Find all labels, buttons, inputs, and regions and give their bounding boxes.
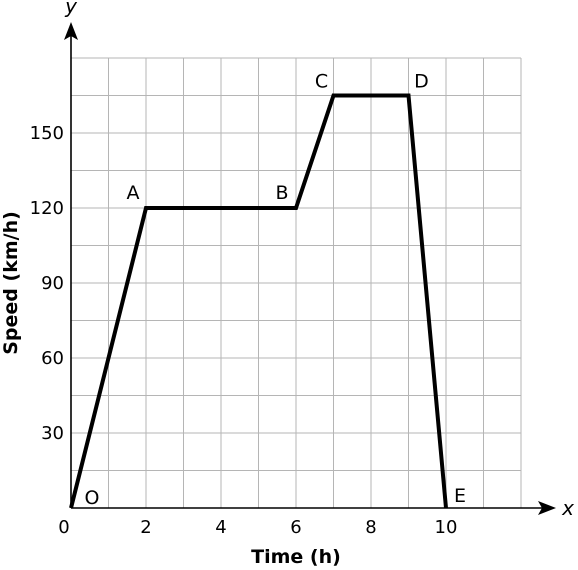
x-tick-label: 4 [215, 517, 226, 538]
y-tick-label: 150 [30, 123, 64, 144]
speed-series-line [69, 93, 448, 509]
point-label-e: E [454, 485, 466, 507]
point-label-b: B [275, 182, 288, 204]
axes [64, 22, 556, 515]
point-label-c: C [315, 71, 328, 93]
point-label-d: D [414, 71, 429, 93]
x-tick-label: 2 [140, 517, 151, 538]
y-tick-label: 60 [41, 348, 64, 369]
x-axis-variable: x [561, 496, 574, 520]
y-tick-label: 120 [30, 198, 64, 219]
x-tick-label: 8 [365, 517, 376, 538]
point-label-a: A [127, 182, 140, 204]
x-tick-label: 10 [435, 517, 458, 538]
point-label-o: O [85, 487, 100, 509]
y-axis-variable: y [64, 0, 78, 18]
y-tick-label: 90 [41, 273, 64, 294]
grid [71, 57, 522, 508]
y-tick-label: 30 [41, 423, 64, 444]
point-labels: O A B C D E [85, 71, 466, 510]
y-axis-title: Speed (km/h) [0, 211, 22, 355]
origin-label: 0 [58, 517, 69, 538]
x-axis-arrow [538, 501, 556, 515]
x-tick-label: 6 [290, 517, 301, 538]
series-layer [69, 93, 448, 509]
x-axis-title: Time (h) [251, 546, 341, 568]
tick-labels: 2 4 6 8 10 30 60 90 120 150 [30, 123, 458, 538]
y-axis-arrow [64, 22, 78, 40]
